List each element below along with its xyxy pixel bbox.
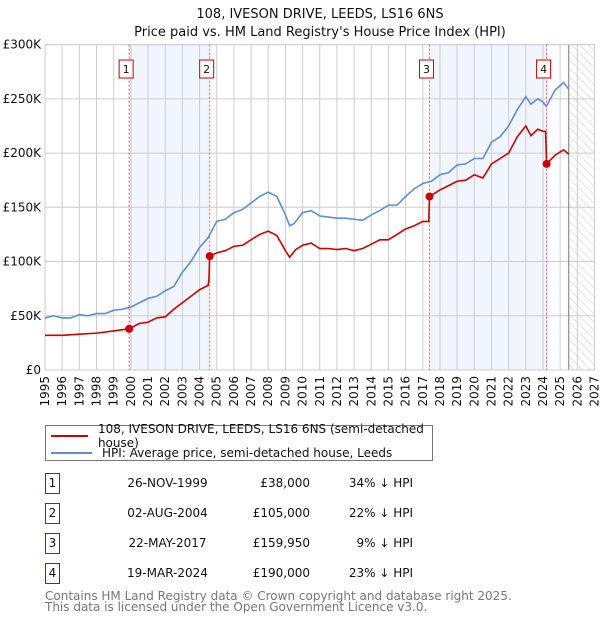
transaction-marker-label: 4 (540, 63, 547, 76)
x-tick-label: 2010 (296, 376, 310, 407)
y-tick-label: £300K (3, 38, 43, 52)
x-tick-label: 2027 (588, 376, 600, 407)
y-tick-label: £250K (3, 92, 43, 106)
row-number-badge: 4 (45, 563, 60, 584)
legend-label-hpi: HPI: Average price, semi-detached house,… (102, 446, 393, 460)
x-tick-label: 2021 (484, 376, 498, 407)
x-tick-label: 2019 (450, 376, 464, 407)
transaction-marker-label: 1 (123, 63, 130, 76)
legend-swatch-blue (51, 452, 92, 454)
row-price: £105,000 (252, 506, 310, 520)
row-number-badge: 3 (45, 533, 60, 554)
transaction-marker-label: 3 (423, 63, 430, 76)
legend-label-property: 108, IVESON DRIVE, LEEDS, LS16 6NS (semi… (97, 422, 424, 450)
transaction-marker-box (536, 59, 552, 79)
y-tick-label: £100K (3, 255, 43, 269)
transaction-marker-label: 2 (203, 63, 210, 76)
x-tick-label: 2025 (553, 376, 567, 407)
x-tick-label: 2009 (278, 376, 292, 407)
plot-border (44, 44, 595, 371)
x-tick-label: 2004 (193, 376, 207, 407)
x-tick-label: 2016 (399, 376, 413, 407)
x-tick-label: 2015 (381, 376, 395, 407)
hpi-line (44, 81, 570, 319)
transaction-row: 4 19-MAR-2024 £190,000 23% ↓ HPI (45, 563, 445, 584)
legend-swatch-red (51, 435, 88, 437)
y-tick-label: £200K (3, 146, 43, 160)
row-price: £159,950 (252, 536, 310, 550)
row-price: £38,000 (260, 476, 310, 490)
row-hpi-diff: 23% ↓ HPI (348, 566, 413, 580)
x-tick-label: 2017 (416, 376, 430, 407)
x-tick-label: 2012 (330, 376, 344, 407)
row-hpi-diff: 34% ↓ HPI (348, 476, 413, 490)
x-tick-label: 2018 (433, 376, 447, 407)
x-tick-label: 2014 (364, 376, 378, 407)
x-tick-label: 2002 (158, 376, 172, 407)
transaction-marker-box (199, 59, 215, 79)
x-tick-label: 1996 (55, 376, 69, 407)
legend: 108, IVESON DRIVE, LEEDS, LS16 6NS (semi… (45, 422, 433, 461)
row-hpi-diff: 9% ↓ HPI (356, 536, 413, 550)
x-tick-label: 2008 (261, 376, 275, 407)
transaction-row: 1 26-NOV-1999 £38,000 34% ↓ HPI (45, 473, 445, 494)
chart: 108, IVESON DRIVE, LEEDS, LS16 6NS Price… (3, 7, 600, 407)
row-number-badge: 1 (45, 473, 60, 494)
x-tick-label: 2023 (519, 376, 533, 407)
y-tick-label: £150K (3, 200, 43, 214)
x-tick-label: 2001 (141, 376, 155, 407)
y-tick-label: £50K (10, 309, 42, 323)
transaction-marker-box (118, 59, 134, 79)
chart-subtitle: Price paid vs. HM Land Registry's House … (134, 25, 506, 40)
transaction-point (425, 192, 434, 201)
x-tick-label: 2011 (313, 376, 327, 407)
chart-title: 108, IVESON DRIVE, LEEDS, LS16 6NS (196, 7, 443, 22)
x-tick-label: 2007 (244, 376, 258, 407)
x-tick-label: 2005 (210, 376, 224, 407)
x-tick-label: 2006 (227, 376, 241, 407)
row-price: £190,000 (252, 566, 310, 580)
row-hpi-diff: 22% ↓ HPI (348, 506, 413, 520)
transaction-point (125, 324, 134, 333)
x-tick-label: 2026 (570, 376, 584, 407)
price-paid-line (45, 124, 570, 337)
x-tick-label: 1998 (90, 376, 104, 407)
transaction-point (542, 159, 551, 168)
transaction-point (205, 252, 214, 261)
legend-item-hpi: HPI: Average price, semi-detached house,… (51, 445, 392, 461)
transaction-marker-box (418, 59, 434, 79)
footer-licence: This data is licensed under the Open Gov… (45, 600, 428, 614)
row-date: 19-MAR-2024 (127, 566, 208, 580)
transaction-row: 3 22-MAY-2017 £159,950 9% ↓ HPI (45, 533, 445, 554)
x-tick-label: 2022 (502, 376, 516, 407)
footer-copyright: Contains HM Land Registry data © Crown c… (45, 589, 512, 603)
row-date: 22-MAY-2017 (128, 536, 207, 550)
x-tick-label: 2003 (175, 376, 189, 407)
row-number-badge: 2 (45, 503, 60, 524)
x-tick-label: 2024 (536, 376, 550, 407)
x-tick-label: 2013 (347, 376, 361, 407)
legend-item-property: 108, IVESON DRIVE, LEEDS, LS16 6NS (semi… (51, 422, 432, 450)
x-tick-label: 2000 (124, 376, 138, 407)
x-tick-label: 1997 (72, 376, 86, 407)
transaction-row: 2 02-AUG-2004 £105,000 22% ↓ HPI (45, 503, 445, 524)
row-date: 26-NOV-1999 (127, 476, 208, 490)
y-tick-label: £0 (26, 363, 41, 377)
x-tick-label: 1999 (107, 376, 121, 407)
row-date: 02-AUG-2004 (127, 506, 208, 520)
x-tick-label: 1995 (38, 376, 52, 407)
x-tick-label: 2020 (467, 376, 481, 407)
